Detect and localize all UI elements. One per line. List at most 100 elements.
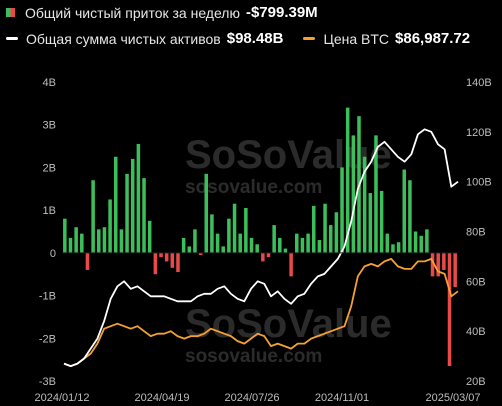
net-flow-bar[interactable]: [413, 231, 418, 253]
net-flow-bar[interactable]: [453, 252, 457, 288]
net-flow-bar[interactable]: [181, 237, 186, 253]
net-flow-bar[interactable]: [159, 252, 163, 258]
y-left-tick-label: 3B: [43, 120, 56, 132]
net-flow-bar[interactable]: [255, 244, 259, 253]
net-flow-bar[interactable]: [130, 158, 135, 253]
net-flow-bar[interactable]: [176, 252, 180, 273]
net-flow-bar[interactable]: [272, 225, 276, 253]
net-flow-bar[interactable]: [408, 180, 412, 253]
net-flow-bar[interactable]: [396, 242, 401, 253]
net-flow-bar[interactable]: [221, 246, 225, 253]
net-flow-bar[interactable]: [170, 252, 175, 268]
net-flow-bar[interactable]: [215, 233, 220, 253]
net-flow-bar[interactable]: [108, 199, 112, 253]
y-left-tick-label: 0: [50, 248, 56, 260]
net-flow-bar[interactable]: [238, 233, 242, 253]
x-tick-label: 2024/04/19: [134, 392, 189, 404]
y-left-tick-label: -1B: [39, 291, 56, 303]
net-flow-bar[interactable]: [68, 237, 73, 253]
net-flow-bar[interactable]: [391, 244, 395, 253]
net-flow-bar[interactable]: [210, 214, 214, 253]
net-flow-bar[interactable]: [136, 143, 141, 253]
net-flow-bar[interactable]: [328, 225, 333, 253]
net-flow-bar[interactable]: [63, 218, 67, 253]
net-flow-bar[interactable]: [334, 212, 339, 253]
net-flow-bar[interactable]: [102, 227, 107, 253]
y-left-tick-label: 4B: [43, 77, 56, 89]
net-flow-bar[interactable]: [198, 252, 203, 255]
net-flow-bar[interactable]: [193, 229, 197, 253]
net-flow-bar[interactable]: [402, 169, 407, 253]
net-flow-bar[interactable]: [164, 252, 169, 262]
y-left-tick-label: 1B: [43, 205, 56, 217]
net-flow-bar[interactable]: [351, 135, 356, 253]
watermark-brand-bottom: SoSoValue: [185, 302, 392, 346]
y-right-tick-label: 140B: [466, 77, 492, 89]
net-flow-bar[interactable]: [232, 203, 237, 253]
net-flow-bar[interactable]: [311, 205, 316, 253]
net-flow-bar[interactable]: [85, 252, 90, 270]
net-flow-bar[interactable]: [323, 203, 327, 253]
total-assets-line[interactable]: [63, 128, 459, 368]
net-flow-bar[interactable]: [300, 237, 305, 253]
net-flow-bar[interactable]: [187, 246, 192, 253]
net-flow-bar[interactable]: [204, 173, 209, 253]
btc-price-label[interactable]: Цена BTC: [323, 30, 390, 47]
net-flow-bar[interactable]: [74, 227, 78, 253]
net-flow-bar[interactable]: [430, 252, 435, 277]
y-right-tick-label: 80B: [466, 227, 486, 239]
total-assets-value: $98.48B: [226, 30, 284, 47]
net-flow-bar[interactable]: [119, 229, 124, 253]
net-flow-bar[interactable]: [295, 233, 299, 253]
net-flow-bar[interactable]: [91, 180, 95, 253]
net-flow-bar[interactable]: [374, 135, 378, 253]
net-flow-bar[interactable]: [249, 237, 254, 253]
series-lines: [63, 128, 459, 368]
legend-net-flow[interactable]: Общий чистый приток за неделю -$799.39M: [6, 4, 338, 21]
net-flow-bar[interactable]: [436, 252, 440, 277]
x-tick-label: 2024/11/01: [315, 392, 369, 404]
y-left-tick-label: -3B: [39, 376, 56, 388]
y-right-tick-label: 20B: [466, 376, 486, 388]
net-flow-bar[interactable]: [125, 173, 129, 253]
x-tick-label: 2025/03/07: [425, 392, 480, 404]
axis-ticks: 4B 3B 2B 1B 0 -1B -2B -3B 140B 120B 100B 80B 60B 40B 2…: [34, 77, 491, 404]
x-tick-label: 2024/07/26: [224, 392, 279, 404]
net-flow-bar[interactable]: [261, 252, 265, 262]
btc-price-value: $86,987.72: [395, 30, 471, 47]
net-flow-bar[interactable]: [244, 208, 248, 253]
net-flow-bar[interactable]: [379, 190, 384, 253]
net-flow-bar[interactable]: [385, 233, 390, 253]
net-flow-bar[interactable]: [278, 237, 282, 253]
btc-price-swatch: [303, 37, 316, 40]
net-flow-bar[interactable]: [447, 252, 452, 367]
net-flow-bar[interactable]: [368, 193, 373, 253]
total-assets-label[interactable]: Общая сумма чистых активов: [26, 30, 221, 47]
net-flow-bar[interactable]: [317, 240, 322, 253]
y-right-tick-label: 120B: [466, 127, 492, 139]
net-flow-bar[interactable]: [283, 248, 288, 253]
net-flow-bar[interactable]: [80, 233, 84, 253]
net-flow-bar[interactable]: [266, 252, 271, 258]
y-right-tick-label: 60B: [466, 276, 486, 288]
net-flow-bar[interactable]: [142, 178, 146, 253]
watermark-url-bottom: sosovalue.com: [185, 346, 322, 367]
net-flow-bar[interactable]: [306, 233, 310, 253]
net-flow-bar[interactable]: [340, 167, 344, 253]
btc-price-line[interactable]: [63, 257, 459, 368]
net-flow-bar[interactable]: [442, 252, 446, 270]
x-tick-label: 2024/01/12: [34, 392, 89, 404]
net-flow-bar[interactable]: [147, 220, 152, 253]
net-flow-bar[interactable]: [227, 218, 231, 253]
net-flow-bar[interactable]: [153, 252, 158, 275]
net-flow-label: Общий чистый приток за неделю: [25, 4, 240, 21]
flow-chart[interactable]: SoSoValue sosovalue.com SoSoValue sosova…: [0, 62, 502, 406]
net-flow-bar[interactable]: [419, 235, 423, 253]
net-flow-bar[interactable]: [425, 229, 429, 253]
net-flow-bar[interactable]: [97, 229, 101, 253]
net-flow-bar[interactable]: [289, 252, 293, 277]
net-flow-bar[interactable]: [113, 156, 118, 253]
net-flow-bar[interactable]: [345, 107, 350, 253]
y-right-tick-label: 100B: [466, 177, 492, 189]
net-flow-bar[interactable]: [362, 156, 367, 253]
